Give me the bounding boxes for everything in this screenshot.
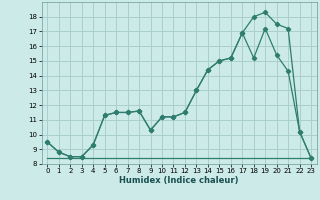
X-axis label: Humidex (Indice chaleur): Humidex (Indice chaleur)	[119, 176, 239, 185]
